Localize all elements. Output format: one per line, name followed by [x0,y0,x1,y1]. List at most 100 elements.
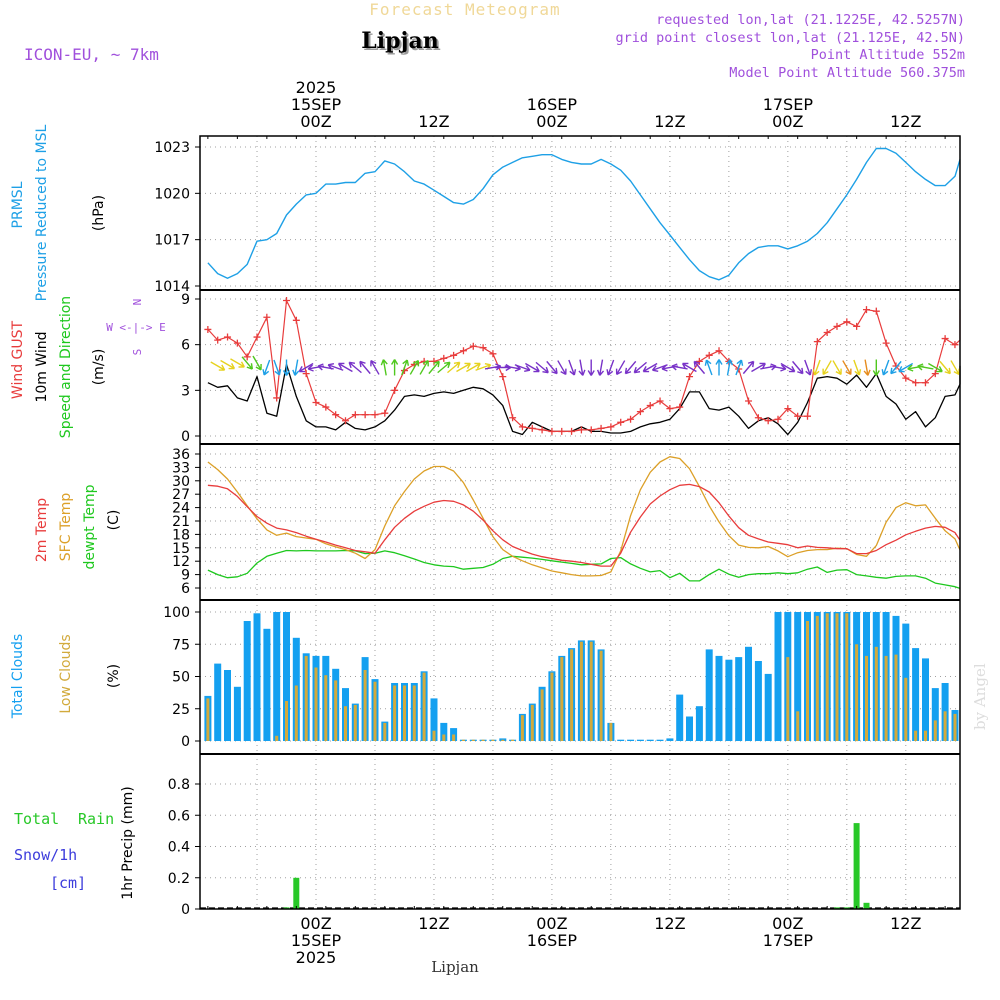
low-cloud-bar [609,722,613,741]
y-tick-label: 18 [172,527,190,543]
y-tick-label: 9 [181,568,190,584]
wind-direction-arrow [370,359,380,375]
low-cloud-bar [461,739,465,741]
low-cloud-bar [373,681,377,741]
wind-direction-arrow [327,362,344,371]
wind-gust-marker [882,339,890,347]
top-time-label: 12Z [418,112,449,131]
precip-unit: 1hr Precip (mm) [120,786,136,899]
wind-arrow-shape [624,360,637,375]
wind-direction-arrow [466,362,481,373]
wind-gust-marker [479,344,487,352]
y-tick-label: 0.4 [168,840,190,856]
total-cloud-bar [646,739,654,741]
wind-direction-arrow [587,359,595,376]
low-cloud-bar [294,685,298,741]
y-tick-label: 27 [172,487,190,503]
wind-direction-arrow [624,360,637,375]
wind-arrow-shape [262,359,271,376]
wind-direction-arrow [832,360,842,376]
wind-gust-marker [538,426,546,434]
wind-gust-marker [862,306,870,314]
pressure-line [207,147,961,281]
wind-direction-arrow [282,359,291,376]
compass-we: W <-|-> E [106,321,166,334]
low-cloud-bar [865,655,868,741]
total-cloud-bar [440,722,448,741]
wind-gust-marker [764,417,772,425]
cloud-unit: (%) [106,664,122,688]
y-tick-label: 0.2 [168,871,190,887]
wind-direction-arrow [693,360,706,375]
wind-arrow-shape [380,359,388,376]
low-cloud-bar [904,677,908,741]
low-cloud-bar [786,657,790,741]
wind-gust-marker [253,333,261,341]
wind-arrow-shape [587,359,595,376]
total-cloud-bar [617,739,625,741]
pressure-unit: (hPa) [91,195,107,231]
wind-direction-arrow [853,359,862,376]
top-time-label: 00Z [300,112,331,131]
wind-gust-marker [224,333,232,341]
wind-arrow-shape [292,359,300,376]
bottom-time-label: 16SEP [527,931,578,950]
total-cloud-bar [656,739,664,741]
wind-gust-marker [312,399,320,407]
low-cloud-label: Low Clouds [58,634,74,713]
wind-direction-arrow [230,358,245,368]
low-cloud-bar [393,685,397,741]
wind-gust-marker [263,313,271,321]
wind-arrow-shape [401,359,410,376]
wind-direction-arrow [437,361,451,374]
low-cloud-bar [796,711,800,741]
total-cloud-bar [695,706,703,741]
y-tick-label: 15 [172,541,190,557]
wind-arrow-shape [853,359,862,376]
wind-gust-marker [469,342,477,350]
y-tick-label: 1023 [154,140,190,156]
low-cloud-bar [285,701,288,741]
wind-direction-arrow [390,359,399,376]
low-cloud-bar [874,646,878,741]
wind-gust-label: Wind GUST [10,320,26,399]
wind-direction-arrow [872,359,880,376]
wind-direction-arrow [348,361,362,374]
wind-direction-arrow [273,359,282,376]
total-cloud-bar [774,612,782,741]
wind-arrow-shape [535,361,549,374]
wind-arrow-shape [557,360,567,376]
total-cloud-bar [233,686,241,741]
bottom-time-label: 00Z [300,914,331,933]
low-cloud-bar [520,715,524,741]
wind-gust-marker [548,427,556,435]
wind-gust-marker [941,335,949,343]
wind-dir-label: Speed and Direction [58,296,74,438]
total-cloud-bar [214,663,222,741]
wind-arrow-shape [898,362,914,373]
wind-arrow-shape [370,359,380,375]
wind-arrow-shape [950,360,960,376]
wind-gust-marker [784,405,792,413]
temp-unit: (C) [106,510,122,531]
y-tick-label: 9 [181,292,190,308]
total-cloud-bar [794,612,802,741]
wind-gust-marker [528,424,536,432]
total-cloud-bar [283,612,290,741]
bottom-time-label: 17SEP [763,931,814,950]
wind-direction-arrow [725,359,734,376]
low-cloud-bar [579,641,583,741]
wind-direction-arrow [642,362,658,373]
wind-gust-marker [450,351,458,359]
total-cloud-bar [253,613,261,741]
wind-gust-marker [489,350,497,358]
y-tick-label: 25 [172,702,190,718]
dewpt-line [207,549,961,590]
wind-arrow-shape [735,359,744,376]
wind-gust-marker [302,370,310,378]
wind-arrow-shape [252,355,262,371]
wind-arrow-shape [917,363,934,371]
total-cloud-bar [263,628,271,741]
wind-arrow-shape [568,359,577,376]
